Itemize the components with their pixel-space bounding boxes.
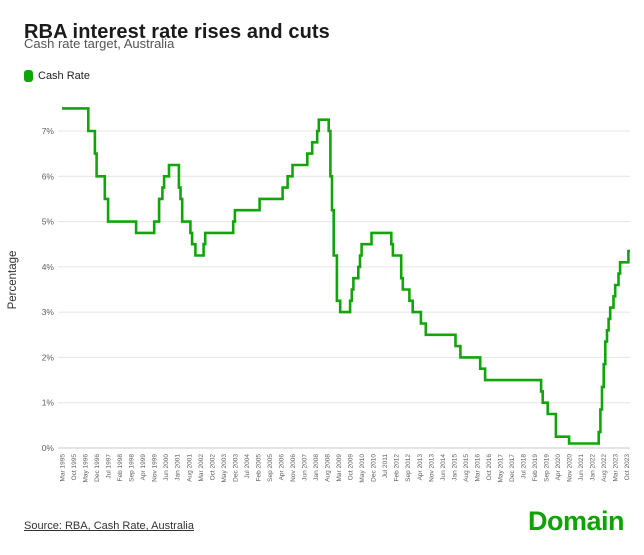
x-tick-label: Feb 2012 xyxy=(394,454,401,482)
x-tick-label: Oct 1995 xyxy=(71,454,78,481)
x-tick-label: Aug 2015 xyxy=(463,454,470,482)
x-tick-label: Dec 2003 xyxy=(232,454,239,482)
x-tick-label: Nov 1999 xyxy=(152,454,159,482)
x-tick-label: Sep 2019 xyxy=(544,454,551,482)
x-tick-label: Dec 2010 xyxy=(371,454,378,482)
x-tick-label: Jan 2001 xyxy=(175,454,182,481)
y-tick-label: 7% xyxy=(42,126,55,136)
x-tick-label: Oct 2002 xyxy=(209,454,216,481)
x-tick-label: Oct 2023 xyxy=(624,454,631,481)
x-tick-label: Dec 1996 xyxy=(94,454,101,482)
x-tick-label: Sep 1998 xyxy=(129,454,136,482)
y-tick-label: 1% xyxy=(42,398,55,408)
x-tick-label: Jun 2000 xyxy=(163,454,170,481)
x-tick-label: Apr 1999 xyxy=(140,454,147,481)
x-tick-label: Jul 2004 xyxy=(244,454,251,479)
x-tick-label: Jun 2014 xyxy=(440,454,447,481)
legend: Cash Rate xyxy=(24,70,90,82)
x-tick-label: Jan 2015 xyxy=(451,454,458,481)
x-tick-label: Mar 1995 xyxy=(60,454,67,482)
x-tick-label: Aug 2022 xyxy=(601,454,608,482)
cash-rate-chart: 0% 1% 2% 3% 4% 5% 6% 7% Mar 1995 Oct 1995 May 1996… xyxy=(42,107,631,483)
y-tick-label: 5% xyxy=(42,217,55,227)
x-tick-label: Apr 2013 xyxy=(417,454,424,481)
chart-title: RBA interest rate rises and cuts xyxy=(24,21,330,44)
cash-rate-line xyxy=(62,107,630,445)
x-tick-label: Jan 2022 xyxy=(590,454,597,481)
domain-logo: Domain xyxy=(527,506,625,536)
x-tick-label: Jun 2021 xyxy=(578,454,585,481)
x-tick-label: Aug 2008 xyxy=(325,454,332,482)
x-tick-label: Aug 2001 xyxy=(186,454,193,482)
x-tick-label: Apr 2020 xyxy=(555,454,562,481)
source-link[interactable]: Source: RBA, Cash Rate, Australia xyxy=(24,520,194,532)
y-tick-label: 3% xyxy=(42,307,55,317)
x-tick-label: Sep 2012 xyxy=(405,454,412,482)
x-tick-label: Mar 2009 xyxy=(336,454,343,482)
x-tick-label: Dec 2017 xyxy=(509,454,516,482)
x-tick-label: Nov 2006 xyxy=(290,454,297,482)
legend-label: Cash Rate xyxy=(38,70,90,82)
x-tick-label: Oct 2009 xyxy=(348,454,355,481)
x-tick-label: Apr 2006 xyxy=(278,454,285,481)
x-tick-label: Jul 2011 xyxy=(382,454,389,478)
y-tick-label: 4% xyxy=(42,262,55,272)
x-tick-label: Jan 2008 xyxy=(313,454,320,481)
x-tick-label: Mar 2002 xyxy=(198,454,205,482)
y-axis-title: Percentage xyxy=(7,250,19,310)
x-tick-label: Mar 2023 xyxy=(613,454,620,482)
y-tick-label: 2% xyxy=(42,352,55,362)
chart-subtitle: Cash rate target, Australia xyxy=(24,36,175,51)
x-tick-label: Mar 2016 xyxy=(474,454,481,482)
x-tick-label: Jul 1997 xyxy=(106,454,113,479)
x-tick-label: Nov 2013 xyxy=(428,454,435,482)
x-tick-label: Jul 2018 xyxy=(520,454,527,479)
x-tick-label: Feb 2005 xyxy=(255,454,262,482)
y-tick-label: 6% xyxy=(42,171,55,181)
x-tick-label: Jun 2007 xyxy=(302,454,309,481)
x-tick-label: Feb 1998 xyxy=(117,454,124,482)
x-tick-label: May 2003 xyxy=(221,454,228,483)
x-tick-label: Feb 2019 xyxy=(532,454,539,482)
y-tick-label: 0% xyxy=(42,443,55,453)
x-tick-label: Sep 2005 xyxy=(267,454,274,482)
x-tick-label: May 2017 xyxy=(497,454,504,483)
legend-swatch-icon xyxy=(24,70,33,82)
x-tick-label: Oct 2016 xyxy=(486,454,493,481)
x-tick-label: Nov 2020 xyxy=(567,454,574,482)
x-tick-label: May 2010 xyxy=(359,454,366,483)
x-tick-label: May 1996 xyxy=(83,454,90,483)
